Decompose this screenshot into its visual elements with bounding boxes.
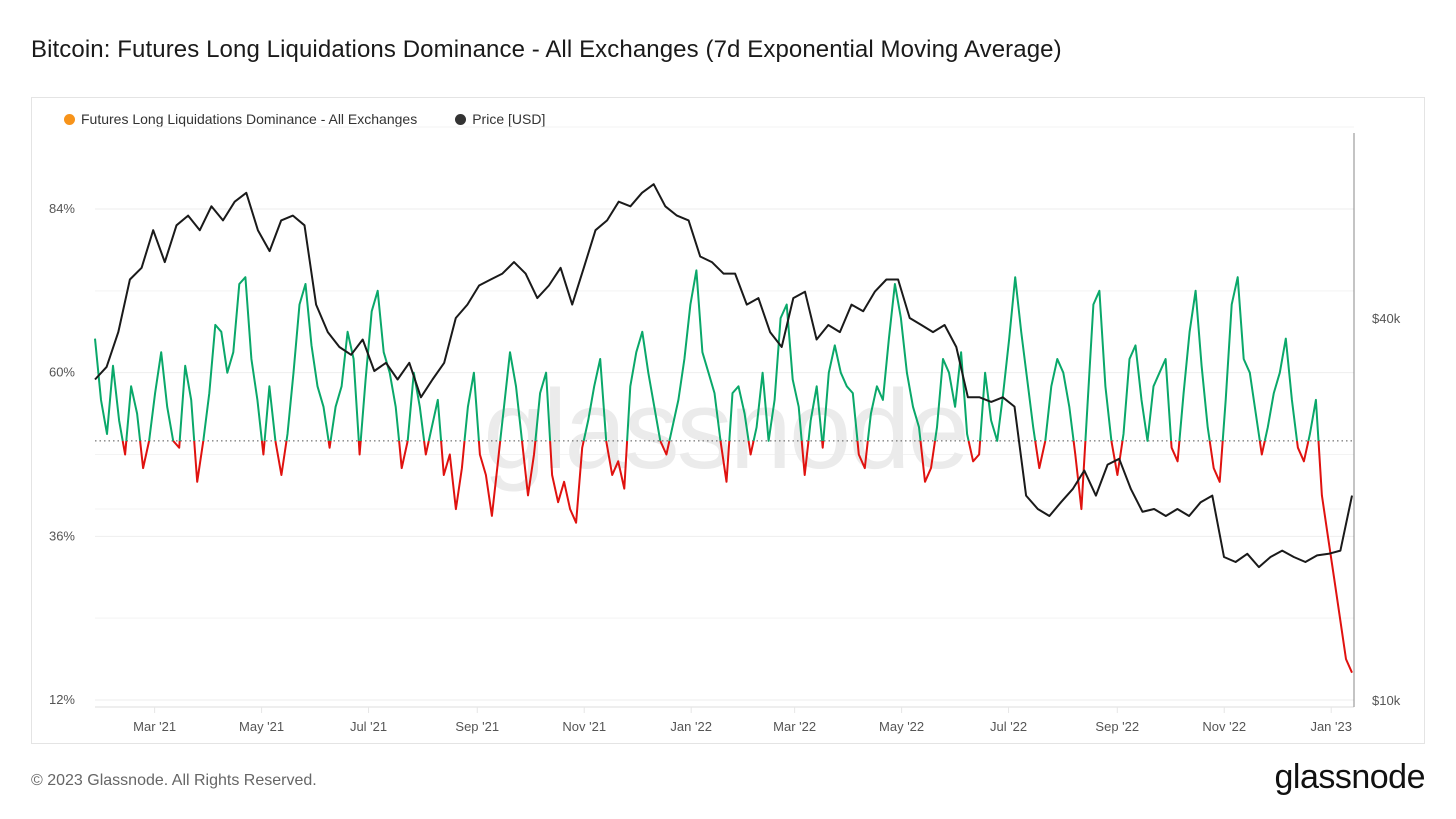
- dominance-line-above: [668, 269, 722, 442]
- y-left-tick-label: 60%: [49, 365, 75, 380]
- dominance-line-above: [728, 385, 750, 442]
- dominance-line-above: [285, 283, 330, 442]
- dominance-line-below: [605, 440, 629, 490]
- dominance-line-below: [747, 440, 755, 456]
- y-right-tick-label: $10k: [1372, 693, 1401, 708]
- dominance-line-above: [427, 398, 443, 442]
- dominance-line-above: [979, 276, 1037, 442]
- dominance-line-above: [148, 351, 175, 442]
- dominance-line-below: [659, 440, 671, 456]
- dominance-line-below: [274, 440, 288, 476]
- dominance-line-above: [626, 330, 662, 442]
- dominance-line-below: [800, 440, 810, 476]
- dominance-line-below: [856, 440, 869, 470]
- dominance-line-below: [440, 440, 466, 511]
- y-axis-left: 12% 36% 60% 84%: [49, 201, 75, 707]
- y-left-tick-label: 84%: [49, 201, 75, 216]
- dominance-line-above: [463, 371, 480, 441]
- y-left-tick-label: 36%: [49, 528, 75, 543]
- dominance-line-below: [919, 440, 936, 483]
- x-tick-label: Jul '22: [990, 719, 1027, 734]
- dominance-line-below: [1258, 440, 1266, 456]
- chart-title: Bitcoin: Futures Long Liquidations Domin…: [31, 36, 1062, 63]
- dominance-line-below: [1296, 440, 1310, 463]
- dominance-line-below: [1072, 440, 1087, 511]
- dominance-line-below: [1208, 440, 1224, 483]
- dominance-line-below: [1170, 440, 1181, 463]
- dominance-line-below: [821, 440, 825, 449]
- x-tick-label: Mar '21: [133, 719, 176, 734]
- x-tick-label: Nov '22: [1202, 719, 1246, 734]
- dominance-line-below: [139, 440, 151, 470]
- dominance-line-above: [178, 364, 196, 441]
- dominance-line-above: [1084, 289, 1113, 442]
- copyright: © 2023 Glassnode. All Rights Reserved.: [31, 772, 317, 789]
- grid: [95, 126, 1354, 708]
- dominance-line-above: [866, 283, 922, 442]
- x-tick-label: Jan '22: [670, 719, 712, 734]
- dominance-line-above: [125, 385, 142, 442]
- dominance-line-below: [549, 440, 585, 524]
- y-right-tick-label: $40k: [1372, 311, 1401, 326]
- dominance-line-below: [477, 440, 502, 517]
- dominance-line-above: [1178, 289, 1211, 442]
- x-tick-label: Sep '21: [455, 719, 499, 734]
- dominance-line-above: [752, 303, 803, 442]
- dominance-line-above: [263, 385, 277, 442]
- dominance-line-above: [1307, 398, 1320, 442]
- x-tick-label: Jul '21: [350, 719, 387, 734]
- y-left-tick-label: 12%: [49, 692, 75, 707]
- legend-item-price[interactable]: Price [USD]: [455, 111, 545, 127]
- dominance-line-below: [1034, 440, 1047, 470]
- dominance-line-above: [582, 358, 608, 442]
- brand-logo[interactable]: glassnode: [1274, 758, 1425, 796]
- dominance-line-above: [359, 289, 401, 441]
- x-tick-label: Nov '21: [562, 719, 606, 734]
- dominance-line-below: [1317, 440, 1353, 674]
- dominance-line-below: [327, 440, 332, 449]
- dominance-line-below: [260, 440, 266, 456]
- price-series-line: [94, 183, 1353, 569]
- x-tick-label: Mar '22: [773, 719, 816, 734]
- dominance-line-below: [1110, 440, 1124, 476]
- dominance-line-below: [121, 440, 128, 456]
- x-axis: Mar '21 May '21 Jul '21 Sep '21 Nov '21 Jan '…: [133, 707, 1352, 734]
- dominance-line-above: [1121, 344, 1173, 442]
- y-axis-right: $10k $40k: [1372, 311, 1401, 708]
- dominance-line-below: [193, 440, 205, 483]
- dominance-line-below: [521, 440, 537, 497]
- dominance-line-above: [534, 371, 552, 441]
- dominance-line-above: [1044, 358, 1075, 442]
- dominance-line-above: [1221, 276, 1261, 442]
- dominance-line-below: [172, 440, 181, 449]
- legend-item-dominance[interactable]: Futures Long Liquidations Dominance - Al…: [64, 111, 417, 127]
- dominance-line-above: [822, 344, 859, 441]
- dominance-line-below: [398, 440, 409, 470]
- x-tick-label: May '21: [239, 719, 284, 734]
- dominance-line-above: [202, 276, 263, 442]
- dominance-line-above: [1263, 337, 1298, 442]
- dominance-line-below: [967, 440, 982, 463]
- legend: Futures Long Liquidations Dominance - Al…: [64, 111, 545, 127]
- legend-dot-orange-icon: [64, 113, 75, 125]
- x-tick-label: May '22: [879, 719, 924, 734]
- dominance-line-above: [499, 351, 523, 442]
- legend-label: Price [USD]: [472, 111, 546, 127]
- dominance-series: [94, 269, 1353, 674]
- chart-panel: [31, 97, 1425, 744]
- dominance-line-above: [94, 338, 124, 442]
- legend-dot-black-icon: [455, 113, 467, 125]
- dominance-line-below: [423, 440, 430, 456]
- legend-label: Futures Long Liquidations Dominance - Al…: [81, 111, 418, 127]
- x-tick-label: Sep '22: [1095, 719, 1139, 734]
- x-tick-label: Jan '23: [1310, 719, 1352, 734]
- dominance-line-below: [719, 440, 731, 483]
- dominance-line-above: [329, 330, 360, 442]
- dominance-line-above: [934, 351, 970, 442]
- dominance-line-above: [406, 371, 426, 442]
- dominance-line-above: [807, 385, 824, 442]
- dominance-line-below: [357, 440, 362, 456]
